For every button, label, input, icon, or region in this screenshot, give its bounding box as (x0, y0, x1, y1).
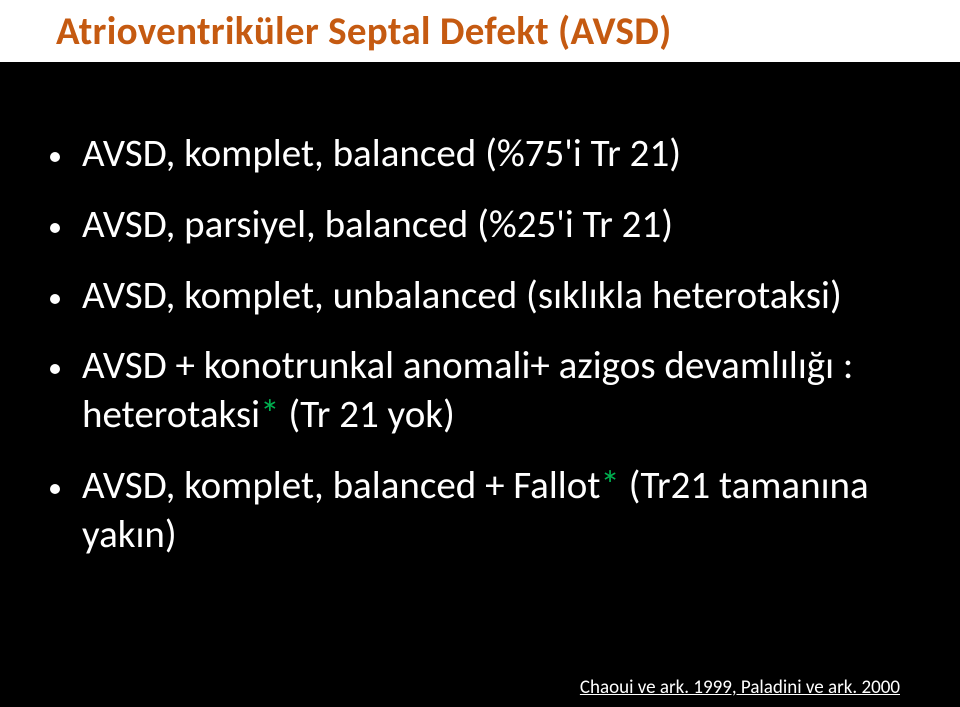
bullet-text-part: AVSD + konotrunkal anomali+ azigos devam… (82, 342, 853, 438)
highlight-star: * (260, 391, 279, 438)
slide: Atrioventriküler Septal Defekt (AVSD) AV… (0, 0, 960, 707)
bullet-dot-icon (50, 484, 60, 494)
bullet-text: AVSD, komplet, unbalanced (sıklıkla hete… (82, 272, 910, 321)
bullet-dot-icon (50, 364, 60, 374)
bullet-text: AVSD, parsiyel, balanced (%25'i Tr 21) (82, 201, 910, 250)
bullet-item: AVSD, komplet, balanced (%75'i Tr 21) (50, 130, 910, 179)
bullet-text-part: AVSD, parsiyel, balanced (%25'i Tr 21) (82, 201, 673, 248)
bullet-dot-icon (50, 152, 60, 162)
bullet-item: AVSD, komplet, unbalanced (sıklıkla hete… (50, 272, 910, 321)
bullet-text-part: AVSD, komplet, balanced + Fallot (82, 462, 600, 509)
bullet-item: AVSD, komplet, balanced + Fallot* (Tr21 … (50, 462, 910, 560)
slide-body: AVSD, komplet, balanced (%75'i Tr 21) AVS… (50, 130, 910, 581)
bullet-item: AVSD, parsiyel, balanced (%25'i Tr 21) (50, 201, 910, 250)
bullet-text: AVSD, komplet, balanced + Fallot* (Tr21 … (82, 462, 910, 560)
bullet-text: AVSD + konotrunkal anomali+ azigos devam… (82, 342, 910, 440)
slide-title: Atrioventriküler Septal Defekt (AVSD) (56, 8, 672, 55)
bullet-dot-icon (50, 223, 60, 233)
highlight-star: * (600, 462, 619, 509)
citation-text: Chaoui ve ark. 1999, Paladini ve ark. 20… (580, 676, 900, 699)
bullet-dot-icon (50, 294, 60, 304)
bullet-text-part: (Tr 21 yok) (280, 391, 455, 438)
bullet-text: AVSD, komplet, balanced (%75'i Tr 21) (82, 130, 910, 179)
title-band: Atrioventriküler Septal Defekt (AVSD) (0, 0, 960, 62)
bullet-item: AVSD + konotrunkal anomali+ azigos devam… (50, 342, 910, 440)
bullet-text-part: AVSD, komplet, balanced (%75'i Tr 21) (82, 130, 681, 177)
bullet-text-part: AVSD, komplet, unbalanced (sıklıkla hete… (82, 272, 842, 319)
